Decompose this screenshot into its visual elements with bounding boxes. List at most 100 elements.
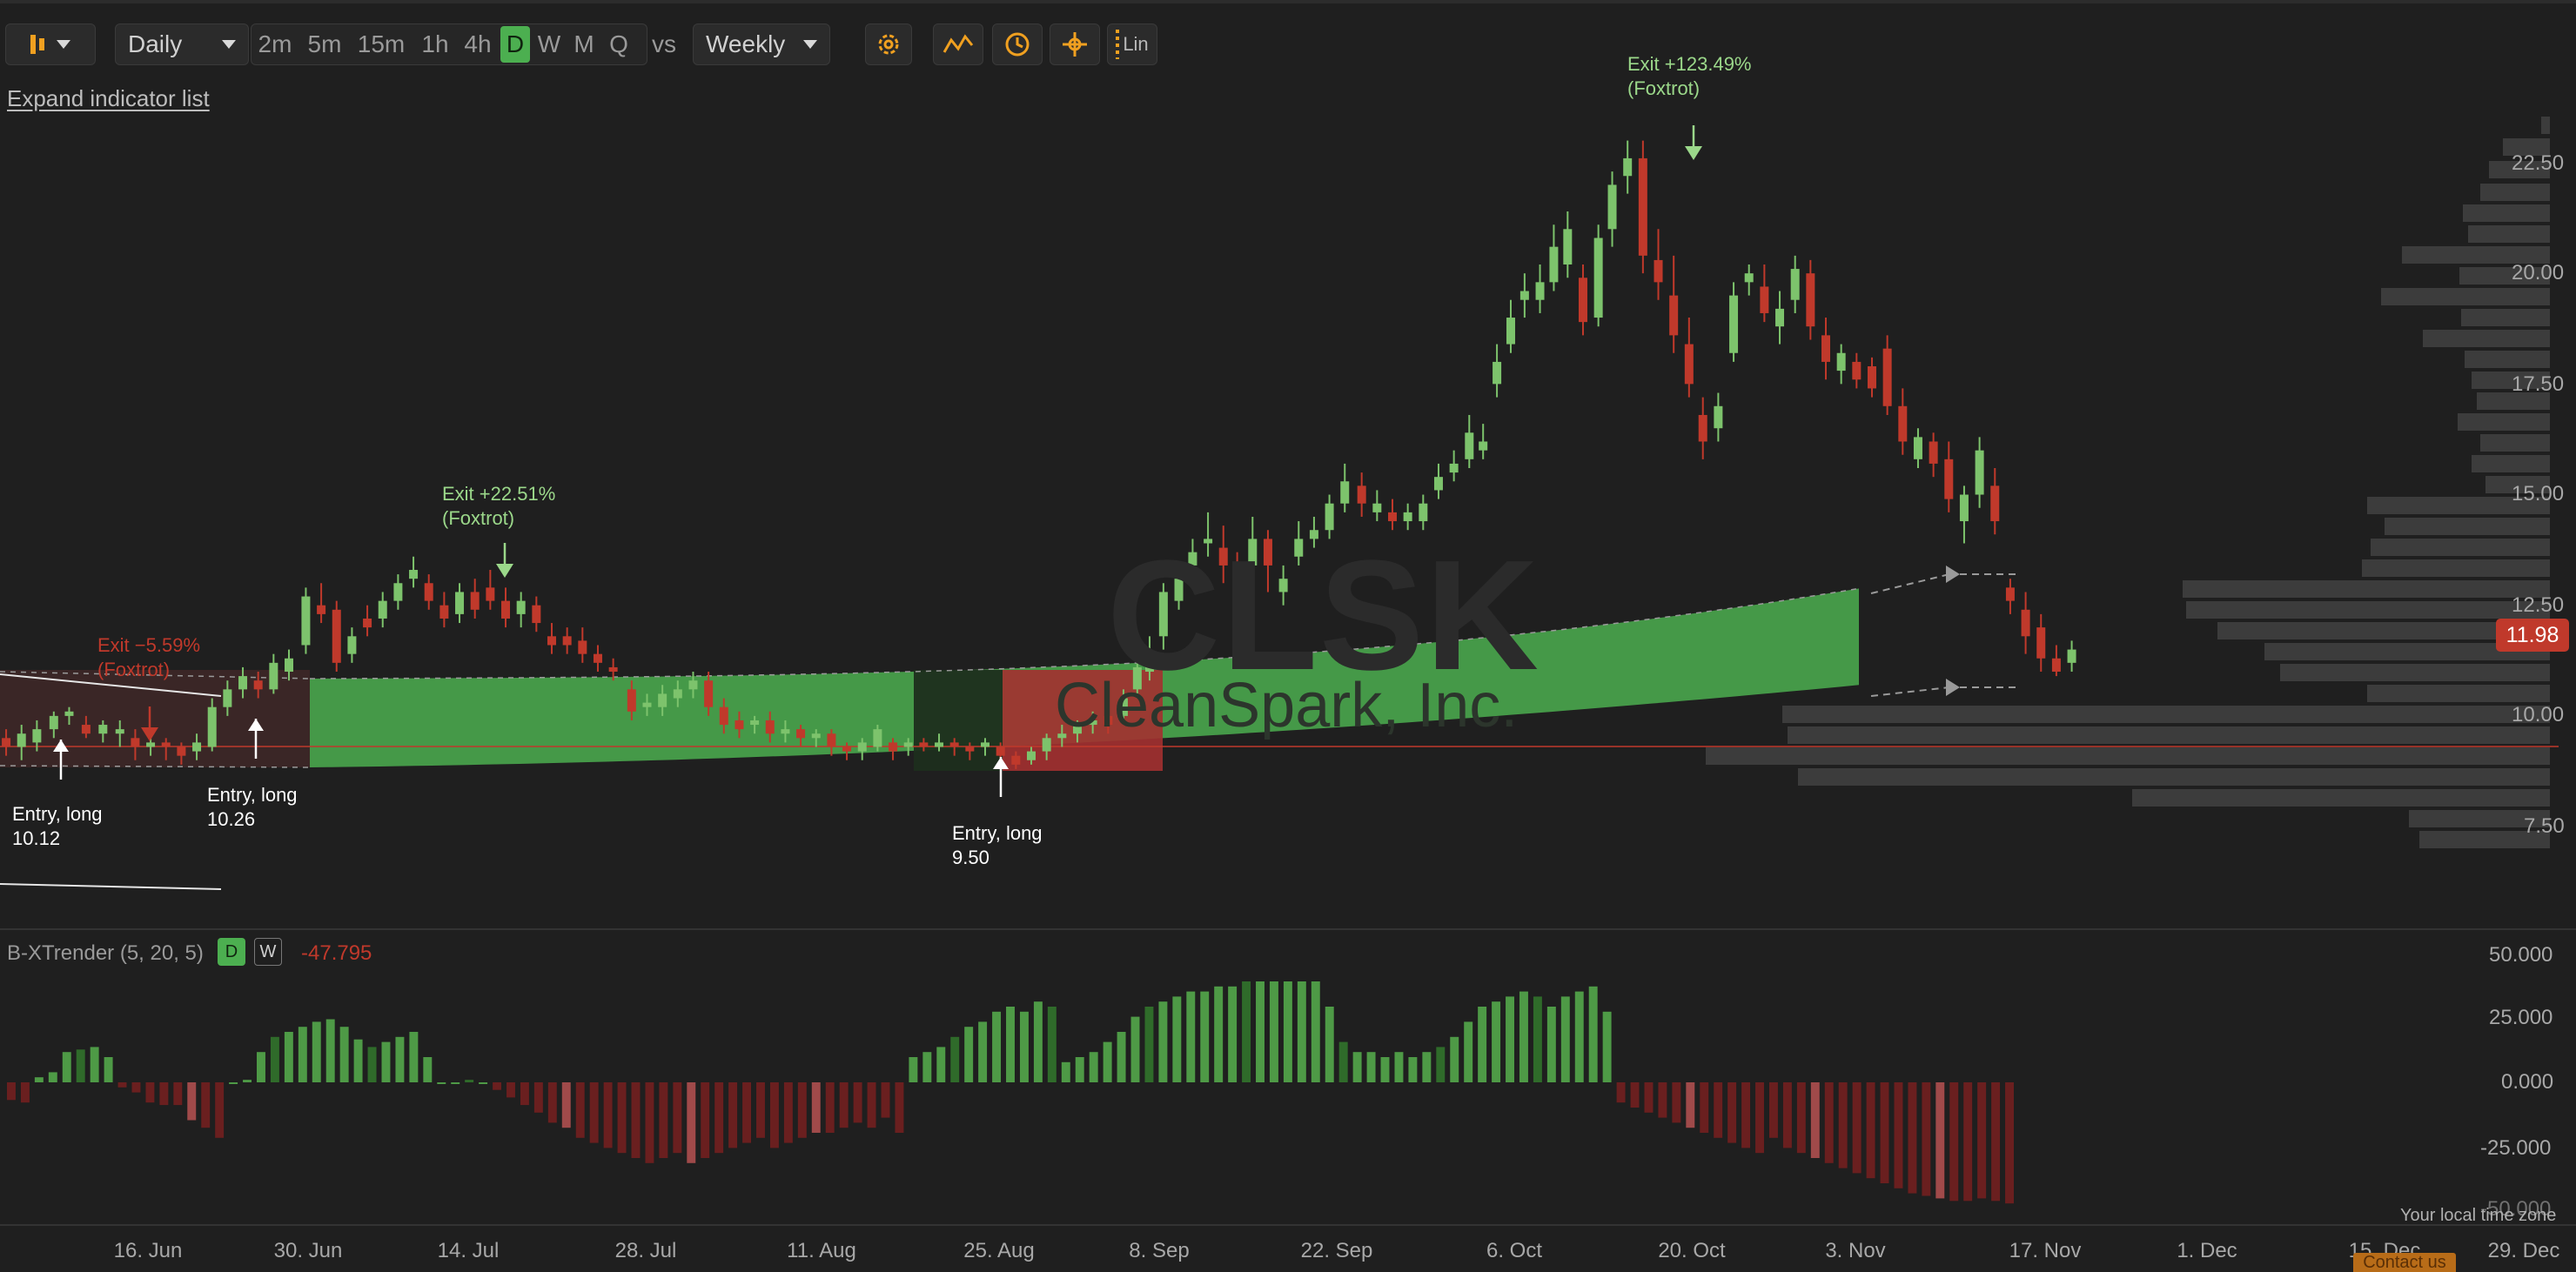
oscillator-value: -47.795 (301, 941, 372, 965)
oscillator-daily-toggle[interactable]: D (218, 938, 245, 966)
oscillator-bar (187, 1082, 197, 1121)
oscillator-bar (1061, 1061, 1070, 1082)
oscillator-bar (270, 1036, 279, 1082)
oscillator-bar (1117, 1032, 1126, 1082)
x-axis-label: 6. Oct (1486, 1239, 1543, 1262)
time-button[interactable] (992, 23, 1043, 65)
candle-body (1684, 344, 1694, 385)
oscillator-bar (1922, 1082, 1931, 1196)
candle-body (1011, 755, 1021, 765)
timeframe-4h[interactable]: 4h (464, 30, 492, 57)
entry-annotation-3: Entry, long 9.50 (952, 822, 1043, 868)
contact-us-button[interactable]: Contact us (2353, 1253, 2456, 1272)
candle-body (1042, 738, 1051, 752)
candle-body (2005, 587, 2015, 601)
oscillator-bar (437, 1082, 446, 1084)
candle-body (1563, 229, 1573, 265)
timeframe-2m[interactable]: 2m (258, 30, 292, 57)
oscillator-bar (589, 1082, 599, 1143)
candle-body (1714, 405, 1723, 429)
candle-body (516, 600, 526, 614)
timeframe-15m[interactable]: 15m (357, 30, 406, 57)
osc-axis-label: 25.000 (2489, 1006, 2553, 1029)
candle-body (1729, 295, 1739, 353)
volume-profile-bar (2477, 392, 2550, 410)
candle-body (285, 658, 294, 673)
oscillator-bar (1506, 996, 1514, 1082)
candle-body (919, 742, 929, 747)
volume-profile-bar (2381, 288, 2550, 305)
chart-type-dropdown[interactable] (5, 23, 96, 65)
expand-indicator-list-link[interactable]: Expand indicator list (7, 85, 210, 111)
oscillator-bar (409, 1032, 419, 1082)
candle-body (1593, 238, 1603, 318)
candle-body (1898, 405, 1908, 442)
candle-body (965, 746, 975, 752)
candle-body (627, 689, 636, 712)
timeframe-daily[interactable]: D (500, 26, 530, 63)
oscillator-bar (1436, 1047, 1446, 1082)
settings-button[interactable] (865, 23, 912, 65)
x-axis-label: 3. Nov (1825, 1239, 1886, 1262)
oscillator-bar (561, 1082, 571, 1128)
oscillator-bar (978, 1021, 988, 1082)
x-axis-label: 14. Jul (437, 1239, 500, 1262)
volume-profile-bar (2217, 622, 2550, 639)
candle-body (2, 738, 11, 747)
timeframe-quarterly[interactable]: Q (609, 30, 628, 57)
osc-axis-label: 0.000 (2501, 1070, 2554, 1094)
candle-body (1821, 335, 1831, 362)
oscillator-bar (1838, 1082, 1848, 1168)
candle-body (2051, 658, 2061, 673)
candle-body (719, 706, 728, 726)
interval-select[interactable]: Daily (115, 23, 249, 65)
candle-body (192, 742, 202, 752)
oscillator-bar (1033, 1001, 1043, 1082)
candle-body (486, 587, 495, 601)
oscillator-bar (1478, 1007, 1487, 1082)
oscillator-bar (783, 1082, 793, 1143)
osc-axis-label: -25.000 (2480, 1136, 2552, 1160)
oscillator-bar (1464, 1021, 1473, 1082)
linear-scale-button[interactable]: Lin (1107, 23, 1157, 65)
exit-arrow-1-head (141, 727, 158, 741)
candle-body (1433, 477, 1443, 491)
oscillator-bar (1755, 1082, 1764, 1154)
timeframe-monthly[interactable]: M (574, 30, 594, 57)
indicators-button[interactable] (933, 23, 983, 65)
oscillator-bar (867, 1082, 876, 1128)
oscillator-bar (1006, 1007, 1015, 1082)
timeframe-5m[interactable]: 5m (307, 30, 342, 57)
entry-arrow-3-head (993, 757, 1009, 769)
oscillator-weekly-toggle[interactable]: W (254, 938, 282, 966)
oscillator-bar (1394, 1052, 1404, 1082)
candle-body (1248, 539, 1258, 566)
timeframe-1h[interactable]: 1h (421, 30, 449, 57)
linear-scale-icon (1116, 30, 1120, 59)
compare-select[interactable]: Weekly (693, 23, 830, 65)
candle-body (17, 733, 26, 747)
candle-body (347, 636, 357, 654)
oscillator-bar (520, 1082, 529, 1106)
oscillator-bar (145, 1082, 155, 1103)
candle-body (1775, 308, 1785, 327)
oscillator-bar (1894, 1082, 1903, 1188)
oscillator-bar (1450, 1036, 1459, 1082)
exit-annotation-3: Exit +123.49% (Foxtrot) (1627, 53, 1752, 99)
crosshair-button[interactable] (1050, 23, 1100, 65)
oscillator-bar (173, 1082, 183, 1106)
timeframe-group (251, 23, 647, 65)
timeframe-weekly[interactable]: W (537, 30, 561, 57)
candle-body (547, 636, 556, 646)
candle-body (1449, 463, 1459, 473)
x-axis-label: 16. Jun (113, 1239, 183, 1262)
window-top-border (0, 0, 2576, 3)
candle-body (750, 720, 760, 726)
candle-body (1744, 273, 1754, 283)
candle-body (207, 706, 217, 747)
candle-body (238, 676, 248, 690)
x-axis-label: 20. Oct (1658, 1239, 1726, 1262)
candle-body (903, 742, 913, 747)
volume-profile-bar (1782, 706, 2550, 723)
